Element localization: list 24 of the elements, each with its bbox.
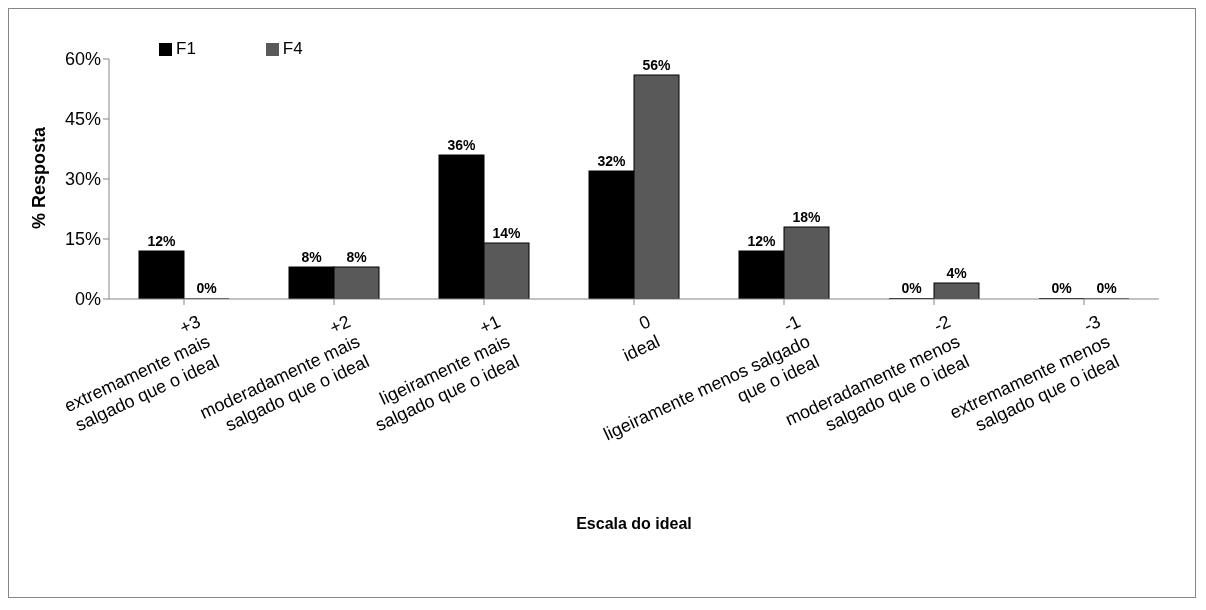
data-label: 18% xyxy=(792,209,822,225)
legend-label: F1 xyxy=(176,39,196,58)
data-label: 14% xyxy=(492,225,522,241)
legend-label: F4 xyxy=(282,39,303,58)
data-label: 12% xyxy=(147,233,177,249)
y-tick-label: 60% xyxy=(64,49,101,70)
data-label: 4% xyxy=(946,265,968,281)
x-axis-title: Escala do ideal xyxy=(576,515,692,532)
data-label: 36% xyxy=(447,137,477,153)
data-label: 56% xyxy=(642,57,672,73)
data-label: 12% xyxy=(747,233,777,249)
y-tick-label: 30% xyxy=(64,169,101,190)
data-label: 0% xyxy=(1096,280,1118,296)
y-axis-title: % Resposta xyxy=(29,125,50,229)
data-label: 8% xyxy=(301,249,323,265)
data-label: 0% xyxy=(901,280,923,296)
y-tick-label: 0% xyxy=(74,289,101,310)
data-label: 0% xyxy=(1051,280,1073,296)
data-label: 8% xyxy=(346,249,368,265)
y-tick-label: 45% xyxy=(64,109,101,130)
data-label: 32% xyxy=(597,153,627,169)
y-tick-label: 15% xyxy=(64,229,101,250)
x-tick-label: 0 ideal xyxy=(619,311,663,366)
data-label: 0% xyxy=(196,280,218,296)
